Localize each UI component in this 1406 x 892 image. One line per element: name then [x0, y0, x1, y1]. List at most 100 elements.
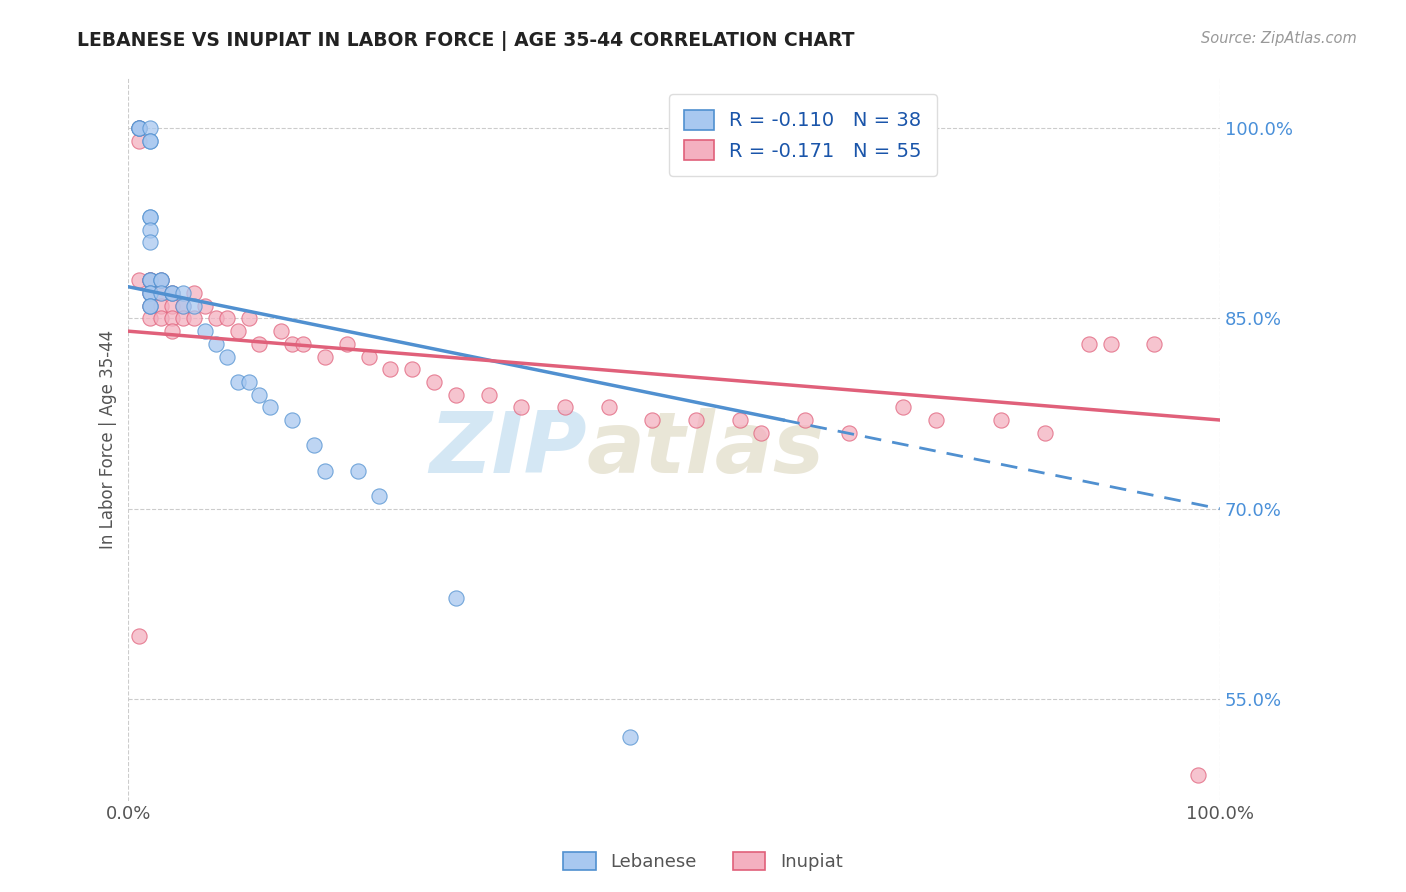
Point [1143, 337, 1166, 351]
Point [139, 311, 162, 326]
Point [139, 121, 162, 136]
Point [139, 286, 162, 301]
Point [226, 375, 249, 389]
Point [139, 273, 162, 287]
Point [302, 438, 325, 452]
Point [160, 324, 183, 338]
Point [444, 591, 467, 605]
Point [183, 311, 205, 326]
Point [685, 413, 707, 427]
Point [336, 337, 359, 351]
Point [139, 286, 162, 301]
Point [139, 210, 162, 224]
Point [215, 350, 238, 364]
Point [139, 222, 162, 236]
Point [139, 210, 162, 224]
Point [150, 273, 173, 287]
Point [128, 121, 150, 136]
Point [139, 286, 162, 301]
Text: LEBANESE VS INUPIAT IN LABOR FORCE | AGE 35-44 CORRELATION CHART: LEBANESE VS INUPIAT IN LABOR FORCE | AGE… [77, 31, 855, 51]
Point [554, 401, 576, 415]
Point [249, 337, 271, 351]
Point [728, 413, 751, 427]
Point [128, 121, 150, 136]
Point [160, 311, 183, 326]
Point [150, 273, 173, 287]
Point [281, 337, 304, 351]
Point [346, 464, 368, 478]
Point [139, 273, 162, 287]
Point [172, 299, 194, 313]
Point [160, 299, 183, 313]
Point [160, 286, 183, 301]
Point [215, 311, 238, 326]
Point [1033, 425, 1056, 440]
Point [1187, 768, 1209, 782]
Point [238, 311, 260, 326]
Point [314, 464, 336, 478]
Point [259, 401, 281, 415]
Point [292, 337, 315, 351]
Point [619, 730, 641, 744]
Point [194, 299, 217, 313]
Point [128, 121, 150, 136]
Point [139, 273, 162, 287]
Point [314, 350, 336, 364]
Point [357, 350, 380, 364]
Point [925, 413, 948, 427]
Legend: Lebanese, Inupiat: Lebanese, Inupiat [557, 845, 849, 879]
Point [150, 311, 173, 326]
Point [150, 273, 173, 287]
Point [139, 299, 162, 313]
Point [477, 387, 499, 401]
Point [139, 299, 162, 313]
Point [128, 629, 150, 643]
Point [641, 413, 664, 427]
Point [204, 311, 226, 326]
Point [510, 401, 533, 415]
Point [368, 489, 391, 503]
Point [838, 425, 860, 440]
Text: Source: ZipAtlas.com: Source: ZipAtlas.com [1201, 31, 1357, 46]
Y-axis label: In Labor Force | Age 35-44: In Labor Force | Age 35-44 [100, 329, 117, 549]
Point [128, 134, 150, 148]
Point [183, 299, 205, 313]
Point [423, 375, 446, 389]
Point [238, 375, 260, 389]
Point [139, 299, 162, 313]
Point [270, 324, 292, 338]
Point [380, 362, 402, 376]
Point [204, 337, 226, 351]
Point [139, 134, 162, 148]
Point [139, 134, 162, 148]
Text: atlas: atlas [586, 409, 825, 491]
Legend: R = -0.110   N = 38, R = -0.171   N = 55: R = -0.110 N = 38, R = -0.171 N = 55 [669, 95, 938, 177]
Point [1099, 337, 1122, 351]
Point [128, 121, 150, 136]
Point [194, 324, 217, 338]
Point [444, 387, 467, 401]
Point [249, 387, 271, 401]
Point [172, 286, 194, 301]
Point [751, 425, 773, 440]
Point [139, 273, 162, 287]
Point [891, 401, 914, 415]
Point [226, 324, 249, 338]
Point [160, 286, 183, 301]
Point [281, 413, 304, 427]
Point [1077, 337, 1099, 351]
Point [172, 299, 194, 313]
Point [150, 286, 173, 301]
Point [598, 401, 620, 415]
Point [150, 286, 173, 301]
Point [401, 362, 423, 376]
Point [128, 273, 150, 287]
Text: ZIP: ZIP [429, 409, 586, 491]
Point [139, 235, 162, 250]
Point [183, 286, 205, 301]
Point [990, 413, 1012, 427]
Point [794, 413, 817, 427]
Point [150, 299, 173, 313]
Point [172, 311, 194, 326]
Point [160, 286, 183, 301]
